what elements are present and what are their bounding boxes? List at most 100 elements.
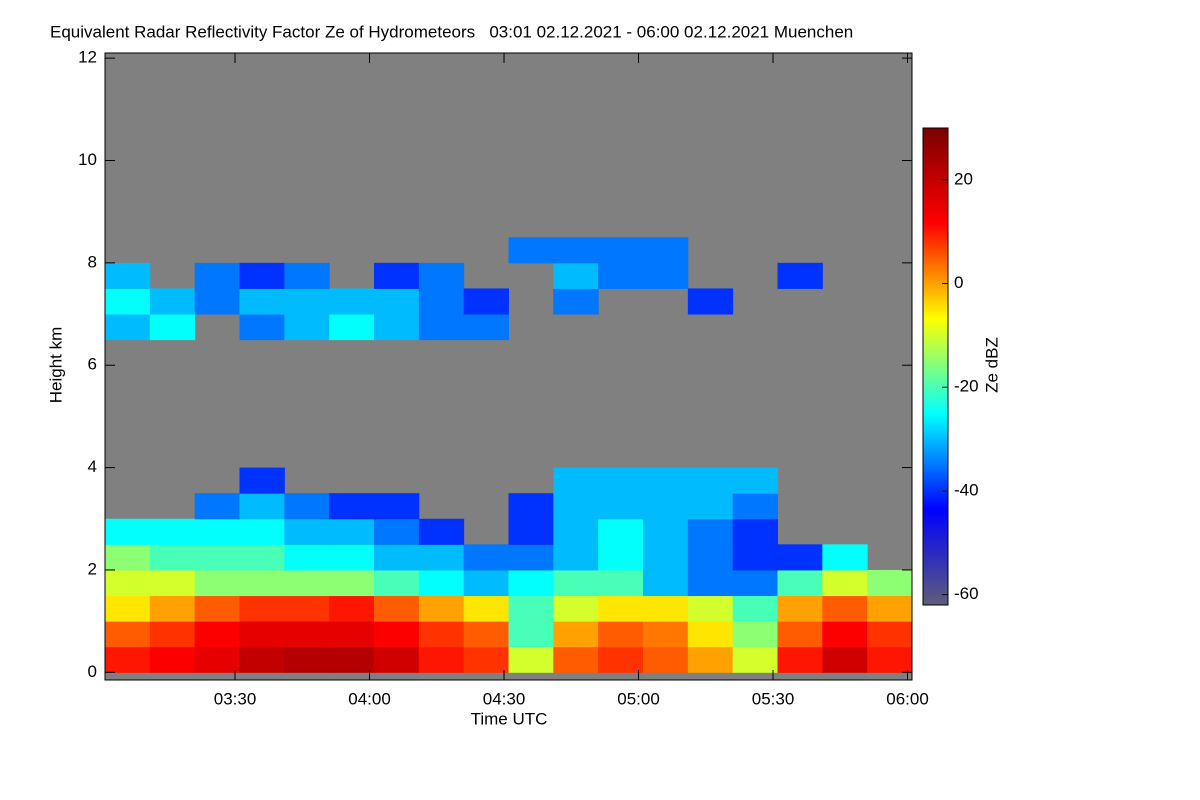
heatmap-cell [463, 621, 509, 648]
y-tick-label: 8 [88, 252, 97, 271]
heatmap-cell [284, 288, 330, 315]
x-tick-label: 05:00 [617, 689, 660, 708]
heatmap-cell [777, 621, 823, 648]
heatmap-cell [329, 544, 375, 571]
heatmap-cell [598, 237, 644, 264]
heatmap-cell [239, 569, 285, 597]
heatmap-cell [687, 621, 734, 648]
heatmap-cell [284, 621, 330, 648]
colorbar [922, 127, 949, 606]
heatmap-cell [284, 493, 330, 520]
heatmap-cell [239, 621, 285, 648]
heatmap-cell [553, 237, 599, 264]
heatmap-cell [105, 646, 151, 673]
heatmap-cell [508, 237, 554, 264]
heatmap-cell [553, 646, 599, 673]
heatmap-cell [418, 518, 465, 545]
heatmap-cell [687, 493, 734, 520]
heatmap-cell [732, 467, 778, 494]
heatmap-cell [329, 595, 375, 622]
heatmap-cell [822, 569, 868, 597]
heatmap-cell [329, 518, 375, 545]
heatmap-cell [463, 646, 509, 673]
heatmap-cell [508, 518, 554, 545]
heatmap-cell [822, 646, 868, 673]
heatmap-cell [374, 595, 420, 622]
colorbar-tick-label: 20 [954, 169, 973, 188]
colorbar-tick-label: -40 [954, 480, 979, 499]
heatmap-cell [463, 544, 509, 571]
heatmap-cell [418, 595, 465, 622]
heatmap-cell [284, 314, 330, 341]
heatmap-cell [105, 595, 151, 622]
heatmap-cell [194, 544, 240, 571]
x-axis-label: Time UTC [471, 709, 548, 728]
colorbar-label: Ze dBZ [982, 337, 1001, 393]
plot-frame [104, 52, 913, 681]
heatmap-cell [105, 288, 151, 315]
colorbar-tick-label: -60 [954, 584, 979, 603]
y-tick-label: 12 [78, 48, 97, 67]
heatmap-cell [867, 621, 913, 648]
heatmap-cell [329, 288, 375, 315]
y-tick-label: 6 [88, 355, 97, 374]
heatmap-cell [598, 262, 644, 289]
heatmap-cell [553, 288, 599, 315]
heatmap-cell [149, 288, 196, 315]
heatmap-cell [418, 314, 465, 341]
x-tick-label: 03:30 [214, 689, 257, 708]
heatmap-cell [284, 595, 330, 622]
heatmap-cell [553, 467, 599, 494]
heatmap-cell [777, 595, 823, 622]
heatmap-cell [149, 518, 196, 545]
x-tick-label: 05:30 [752, 689, 795, 708]
heatmap-cell [374, 646, 420, 673]
heatmap-cell [732, 518, 778, 545]
y-axis-label: Height km [46, 327, 65, 404]
y-tick-label: 4 [88, 457, 97, 476]
heatmap-cell [643, 493, 689, 520]
heatmap-cell [149, 595, 196, 622]
heatmap-cell [329, 569, 375, 597]
x-tick-label: 06:00 [886, 689, 929, 708]
x-tick-label: 04:00 [348, 689, 391, 708]
heatmap-cell [329, 493, 375, 520]
heatmap-cell [643, 595, 689, 622]
heatmap-cell [643, 646, 689, 673]
heatmap-cell [822, 544, 868, 571]
heatmap-cell [553, 569, 599, 597]
heatmap-cell [643, 467, 689, 494]
heatmap-cell [284, 518, 330, 545]
heatmap-cell [598, 646, 644, 673]
heatmap-cell [418, 544, 465, 571]
heatmap-cell [239, 314, 285, 341]
heatmap-cell [508, 621, 554, 648]
heatmap-cell [149, 646, 196, 673]
heatmap-cell [777, 569, 823, 597]
heatmap-cell [553, 493, 599, 520]
heatmap-cell [643, 518, 689, 545]
heatmap-cell [374, 262, 420, 289]
heatmap-cell [598, 467, 644, 494]
heatmap-cell [463, 569, 509, 597]
heatmap-cell [687, 544, 734, 571]
heatmap-cell [105, 262, 151, 289]
heatmap-cell [239, 646, 285, 673]
heatmap-cell [105, 621, 151, 648]
heatmap-cell [822, 595, 868, 622]
heatmap-cell [732, 544, 778, 571]
heatmap-cell [374, 493, 420, 520]
heatmap-cell [508, 544, 554, 571]
heatmap-cell [553, 518, 599, 545]
heatmap-cell [374, 288, 420, 315]
y-tick-label: 10 [78, 150, 97, 169]
heatmap-cell [508, 646, 554, 673]
heatmap-cell [732, 569, 778, 597]
y-tick-label: 0 [88, 662, 97, 681]
heatmap-cell [239, 262, 285, 289]
x-tick-label: 04:30 [483, 689, 526, 708]
heatmap-cell [329, 314, 375, 341]
heatmap-cell [149, 314, 196, 341]
heatmap-cell [284, 262, 330, 289]
